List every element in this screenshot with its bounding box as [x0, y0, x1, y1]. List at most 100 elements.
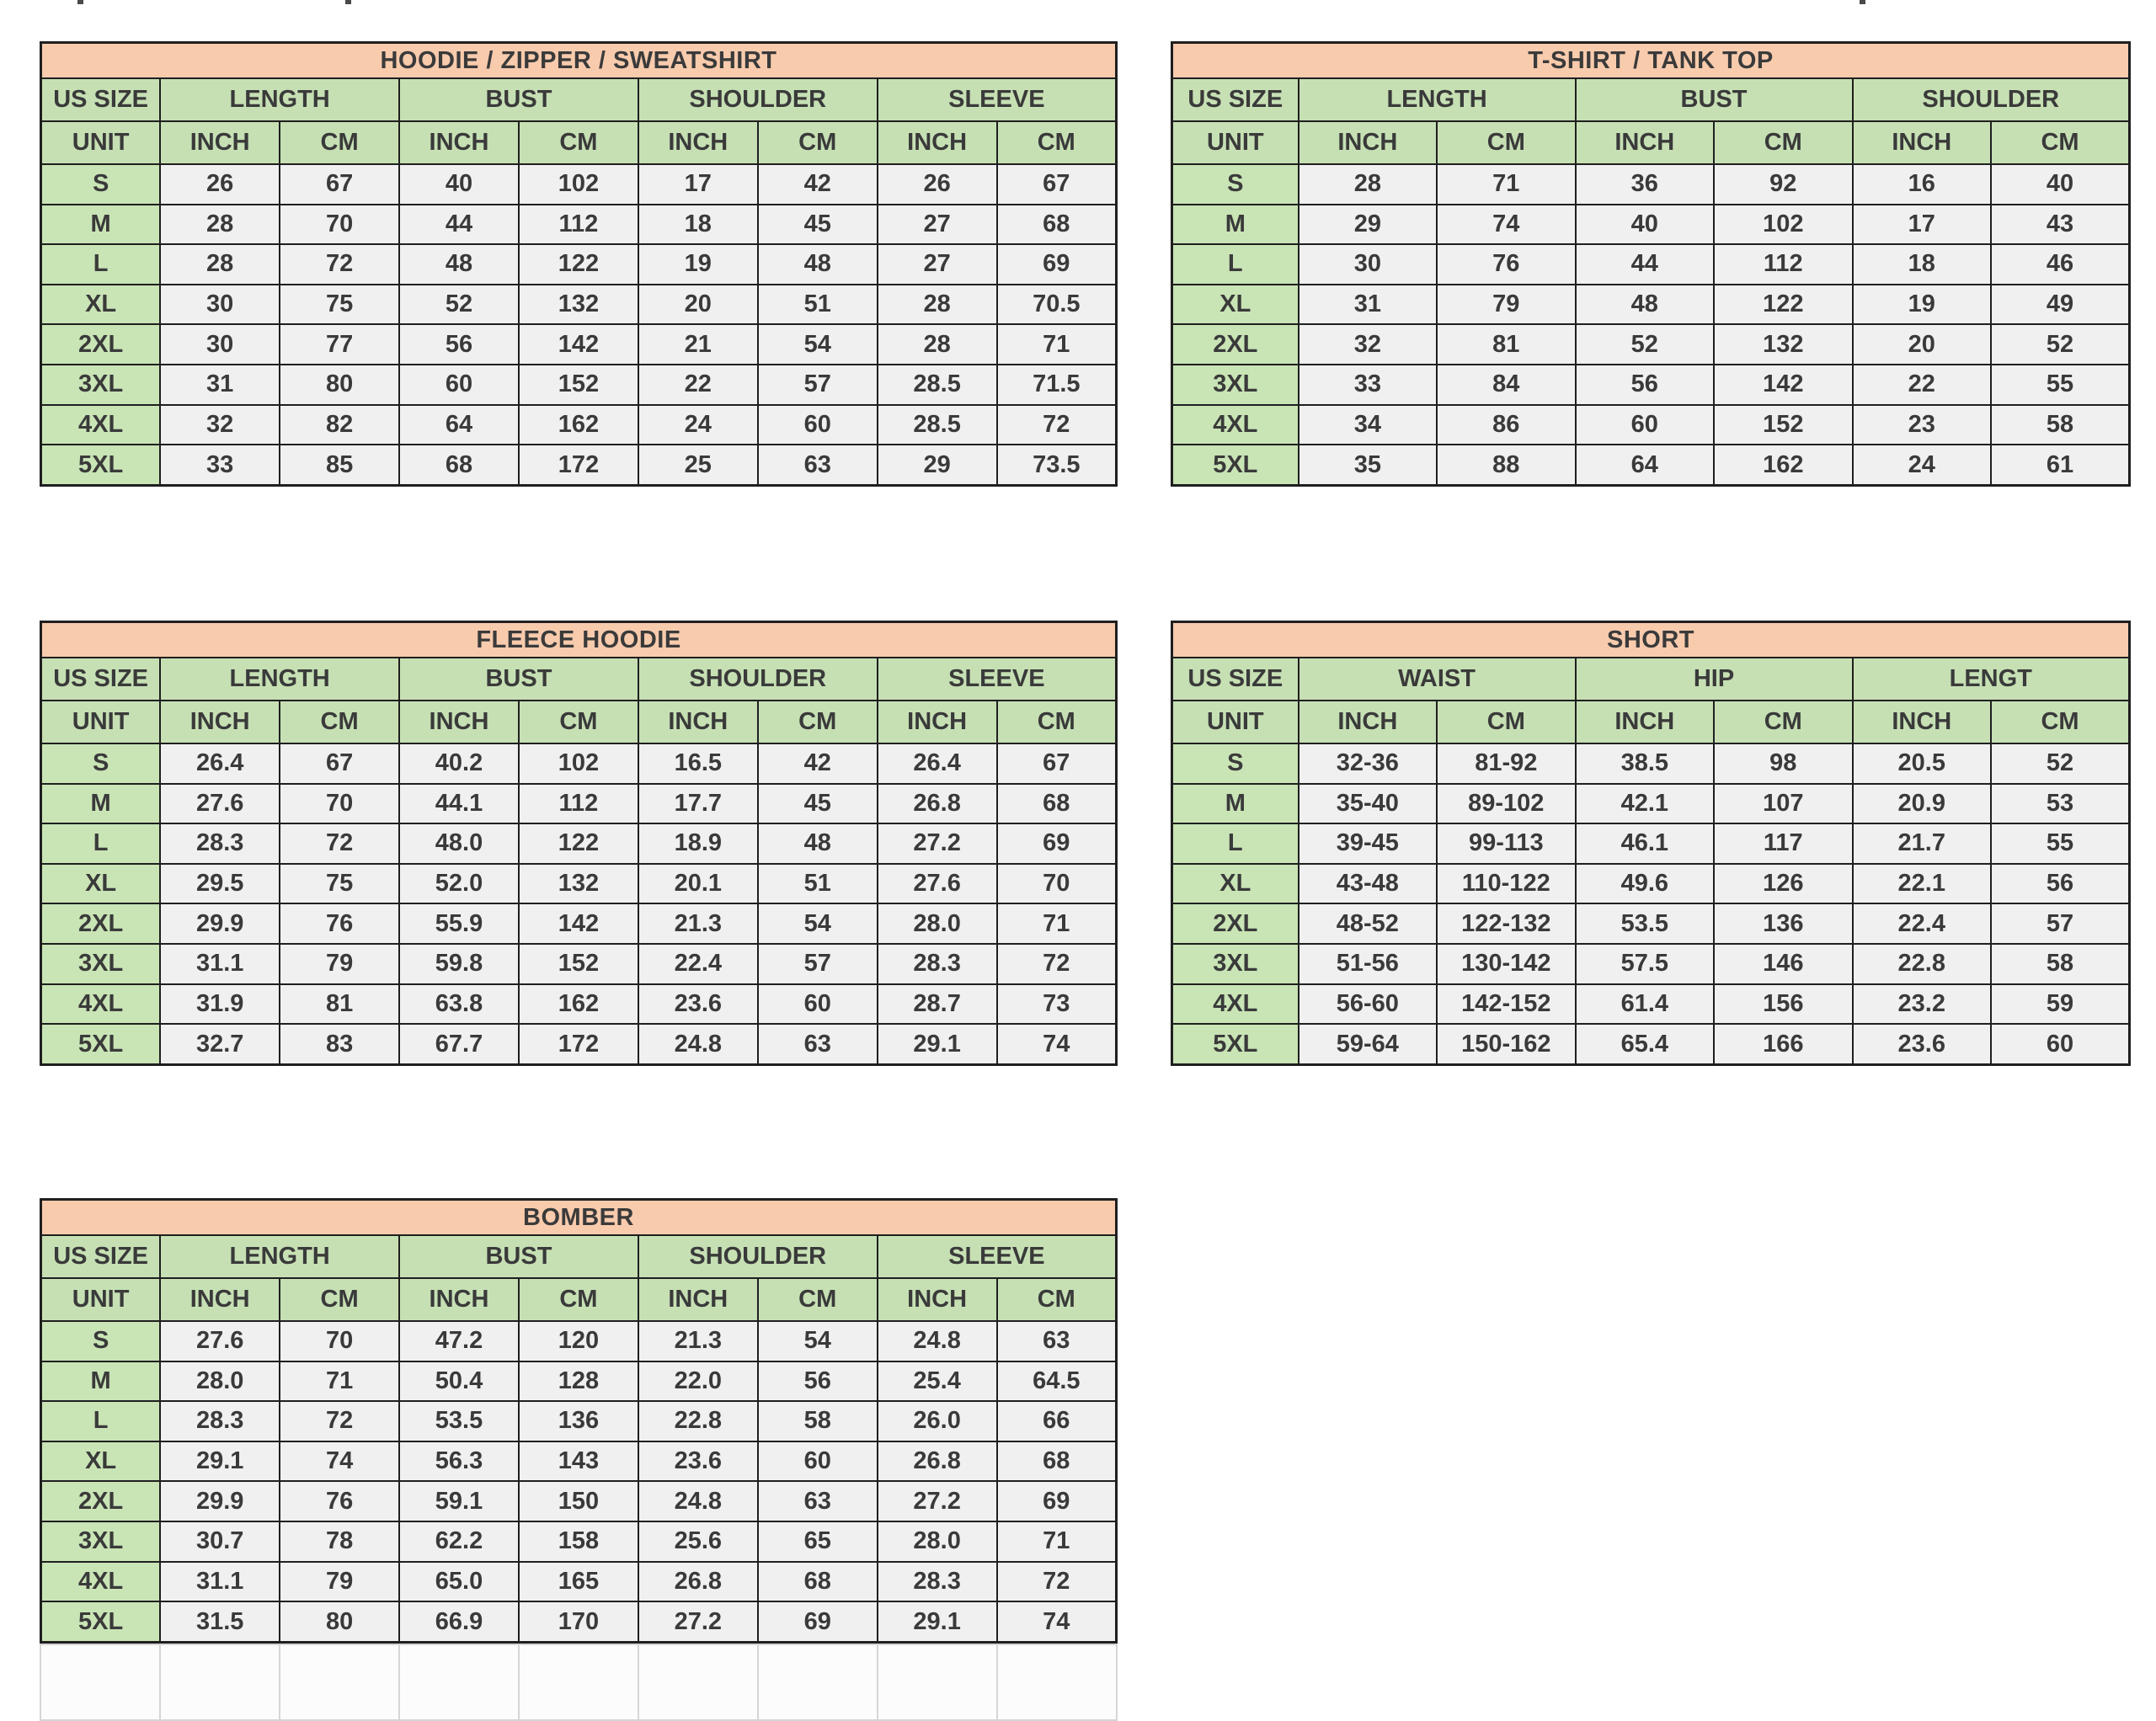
measurement-value: 25.6 [637, 1520, 759, 1563]
measurement-value: 99-113 [1436, 823, 1577, 865]
measurement-value: 24.8 [637, 1480, 759, 1522]
size-label: M [1171, 782, 1299, 825]
empty-cell [756, 1644, 878, 1721]
measurement-value: 72 [995, 403, 1118, 446]
size-label: M [1171, 203, 1299, 246]
measurement-value: 23.2 [1851, 983, 1993, 1026]
measurement-value: 22.8 [637, 1400, 759, 1442]
measurement-value: 58 [1990, 942, 2131, 985]
size-table-tshirt-tank-top: T-SHIRT / TANK TOP US SIZE LENGTH BUST SHOUL… [1171, 41, 2131, 487]
measurement-group-header: LENGTH [1297, 77, 1577, 122]
measurement-value: 112 [1713, 243, 1854, 285]
measurement-value: 64 [398, 403, 520, 446]
unit-header: CM [1436, 700, 1577, 744]
size-label: L [40, 243, 162, 285]
size-label: 2XL [40, 323, 162, 365]
measurement-value: 71 [995, 1520, 1118, 1563]
measurement-value: 79 [279, 942, 401, 985]
measurement-value: 57 [756, 942, 878, 985]
measurement-value: 44.1 [398, 782, 520, 825]
measurement-value: 57.5 [1574, 942, 1716, 985]
measurement-value: 132 [517, 283, 639, 326]
measurement-value: 152 [1713, 403, 1854, 446]
measurement-value: 23.6 [637, 983, 759, 1026]
measurement-value: 28.5 [876, 363, 998, 406]
unit-header: CM [756, 700, 878, 744]
measurement-value: 34 [1297, 403, 1438, 446]
measurement-value: 20.9 [1851, 782, 1993, 825]
measurement-value: 158 [517, 1520, 639, 1563]
measurement-value: 55 [1990, 363, 2131, 406]
measurement-value: 48-52 [1297, 903, 1438, 945]
measurement-value: 23.6 [637, 1440, 759, 1483]
size-label: 4XL [40, 403, 162, 446]
measurement-value: 57 [1990, 903, 2131, 945]
size-label: 3XL [1171, 942, 1299, 985]
size-label: 5XL [40, 1023, 162, 1066]
measurement-value: 54 [756, 1320, 878, 1362]
measurement-value: 16 [1851, 163, 1993, 205]
measurement-value: 67 [995, 163, 1118, 205]
unit-header: CM [279, 1277, 401, 1322]
measurement-value: 81 [1436, 323, 1577, 365]
unit-header: INCH [1574, 700, 1716, 744]
unit-header: CM [1436, 120, 1577, 165]
measurement-value: 64.5 [995, 1360, 1118, 1403]
measurement-value: 162 [1713, 444, 1854, 487]
measurement-group-header: SLEEVE [876, 1234, 1118, 1279]
measurement-value: 73 [995, 983, 1118, 1026]
measurement-value: 51 [756, 862, 878, 905]
measurement-value: 55.9 [398, 903, 520, 945]
measurement-value: 57 [756, 363, 878, 406]
measurement-value: 65.4 [1574, 1023, 1716, 1066]
size-label: S [40, 1320, 162, 1362]
measurement-value: 47.2 [398, 1320, 520, 1362]
measurement-value: 102 [517, 163, 639, 205]
size-label: XL [40, 1440, 162, 1483]
measurement-value: 80 [279, 1601, 401, 1644]
measurement-value: 28.0 [876, 1520, 998, 1563]
measurement-value: 26.0 [876, 1400, 998, 1442]
table-title: T-SHIRT / TANK TOP [1171, 41, 2131, 79]
measurement-value: 28.3 [159, 1400, 281, 1442]
unit-header: INCH [1297, 120, 1438, 165]
measurement-value: 28 [159, 243, 281, 285]
measurement-value: 81 [279, 983, 401, 1026]
measurement-value: 44 [1574, 243, 1716, 285]
measurement-value: 75 [279, 283, 401, 326]
measurement-value: 78 [279, 1520, 401, 1563]
measurement-value: 67 [279, 163, 401, 205]
table-title: HOODIE / ZIPPER / SWEATSHIRT [40, 41, 1118, 79]
measurement-value: 27 [876, 243, 998, 285]
measurement-value: 62.2 [398, 1520, 520, 1563]
table-title: BOMBER [40, 1198, 1118, 1236]
measurement-value: 63 [756, 1023, 878, 1066]
measurement-value: 71 [995, 323, 1118, 365]
measurement-value: 74 [1436, 203, 1577, 246]
measurement-value: 56-60 [1297, 983, 1438, 1026]
measurement-value: 71 [1436, 163, 1577, 205]
size-table-short: SHORT US SIZE WAIST HIP LENGT UNIT INCH CM INCH C… [1171, 621, 2131, 1066]
size-label: L [40, 1400, 162, 1442]
measurement-value: 61 [1990, 444, 2131, 487]
measurement-value: 23 [1851, 403, 1993, 446]
measurement-value: 65 [756, 1520, 878, 1563]
empty-cell [517, 1644, 639, 1721]
unit-header: CM [279, 120, 401, 165]
measurement-value: 22.0 [637, 1360, 759, 1403]
measurement-value: 142 [1713, 363, 1854, 406]
measurement-value: 28.3 [876, 942, 998, 985]
measurement-value: 102 [517, 743, 639, 785]
empty-cell [995, 1644, 1118, 1721]
measurement-value: 58 [1990, 403, 2131, 446]
measurement-value: 67 [279, 743, 401, 785]
measurement-value: 43 [1990, 203, 2131, 246]
measurement-value: 74 [995, 1601, 1118, 1644]
measurement-value: 58 [756, 1400, 878, 1442]
measurement-value: 49 [1990, 283, 2131, 326]
measurement-value: 83 [279, 1023, 401, 1066]
measurement-value: 142 [517, 903, 639, 945]
measurement-value: 33 [159, 444, 281, 487]
measurement-value: 150 [517, 1480, 639, 1522]
measurement-value: 28.0 [159, 1360, 281, 1403]
